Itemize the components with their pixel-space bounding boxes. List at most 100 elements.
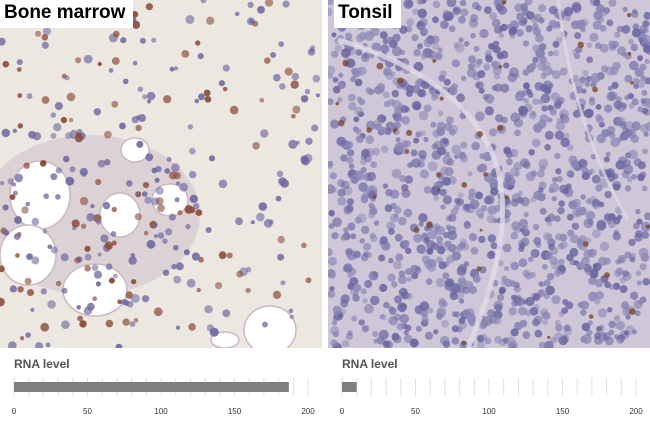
fat-vacuole (243, 305, 297, 348)
cell-nucleus (284, 67, 293, 76)
cell-nucleus (126, 180, 133, 187)
cell-nucleus (463, 203, 470, 210)
cell-nucleus (437, 110, 444, 117)
cell-nucleus (613, 269, 622, 278)
cell-nucleus (11, 182, 17, 187)
rna-level-label: RNA level (14, 357, 70, 371)
cell-nucleus (633, 222, 640, 230)
cell-nucleus (489, 12, 497, 20)
cell-nucleus (40, 322, 50, 332)
cell-nucleus (595, 42, 602, 49)
cell-nucleus (559, 67, 568, 76)
fat-vacuole (120, 137, 150, 163)
cell-nucleus (543, 232, 552, 241)
cell-nucleus (129, 321, 136, 327)
cell-nucleus (334, 44, 342, 53)
cell-nucleus (204, 96, 212, 103)
cell-nucleus (380, 115, 387, 122)
cell-nucleus (532, 318, 540, 327)
cell-nucleus (636, 218, 643, 225)
cell-nucleus (379, 236, 388, 244)
fat-vacuole (62, 263, 128, 317)
cell-nucleus (405, 247, 412, 254)
cell-nucleus (554, 130, 565, 140)
cell-nucleus (331, 232, 339, 240)
cell-nucleus (442, 155, 453, 166)
cell-nucleus (2, 60, 10, 68)
cell-nucleus (533, 293, 541, 302)
cell-nucleus (519, 227, 525, 233)
cell-nucleus (620, 329, 630, 340)
cell-nucleus (130, 293, 140, 303)
cell-nucleus (278, 41, 285, 47)
cell-nucleus (592, 262, 602, 272)
cell-nucleus (510, 328, 519, 337)
cell-nucleus (585, 210, 596, 221)
cell-nucleus (328, 163, 333, 169)
cell-nucleus (431, 143, 439, 150)
cell-nucleus (475, 82, 481, 88)
rna-level-label: RNA level (342, 357, 398, 371)
cell-nucleus (544, 130, 554, 140)
cell-nucleus (581, 256, 590, 266)
cell-nucleus (599, 43, 609, 53)
cell-nucleus (570, 234, 579, 244)
cell-nucleus (184, 205, 194, 214)
cell-nucleus (175, 262, 184, 271)
axis-tick-label: 150 (228, 407, 242, 416)
cell-nucleus (63, 155, 70, 163)
cell-nucleus (351, 315, 358, 322)
cell-nucleus (75, 57, 82, 64)
cell-nucleus (590, 153, 597, 160)
cell-nucleus (258, 202, 268, 211)
cell-nucleus (481, 333, 488, 340)
cell-nucleus (624, 251, 632, 259)
cell-nucleus (392, 112, 398, 119)
cell-nucleus (391, 89, 399, 98)
cell-nucleus (596, 326, 602, 332)
cell-nucleus (432, 0, 441, 9)
cell-nucleus (197, 53, 204, 60)
cell-nucleus (360, 166, 367, 174)
cell-nucleus (643, 108, 650, 117)
cell-nucleus (143, 230, 149, 236)
cell-nucleus (338, 72, 344, 78)
cell-nucleus (417, 8, 427, 19)
cell-nucleus (608, 91, 618, 101)
cell-nucleus (365, 135, 375, 145)
cell-nucleus (373, 220, 380, 226)
cell-nucleus (594, 278, 604, 288)
cell-nucleus (391, 46, 402, 57)
cell-nucleus (593, 0, 601, 6)
cell-nucleus (531, 15, 539, 24)
cell-nucleus (442, 340, 451, 348)
cell-nucleus (549, 182, 559, 193)
cell-nucleus (632, 23, 640, 31)
cell-nucleus (392, 33, 401, 43)
cell-nucleus (74, 257, 81, 264)
cell-nucleus (174, 66, 178, 71)
cell-nucleus (169, 171, 177, 180)
cell-nucleus (390, 202, 397, 210)
cell-nucleus (357, 66, 367, 76)
cell-nucleus (631, 121, 641, 131)
cell-nucleus (508, 28, 517, 36)
cell-nucleus (417, 89, 427, 98)
cell-nucleus (495, 2, 505, 12)
cell-nucleus (415, 325, 422, 332)
stained-cell (432, 58, 437, 63)
cell-nucleus (484, 49, 492, 57)
cell-nucleus (503, 146, 512, 155)
cell-nucleus (555, 323, 563, 332)
cell-nucleus (484, 337, 492, 345)
cell-nucleus (513, 285, 521, 293)
cell-nucleus (368, 211, 375, 219)
cell-nucleus (393, 121, 401, 129)
cell-nucleus (346, 156, 354, 164)
cell-nucleus (365, 251, 373, 258)
cell-nucleus (540, 72, 547, 80)
cell-nucleus (608, 220, 616, 229)
cell-nucleus (644, 58, 650, 64)
cell-nucleus (459, 238, 467, 246)
cell-nucleus (400, 105, 409, 113)
